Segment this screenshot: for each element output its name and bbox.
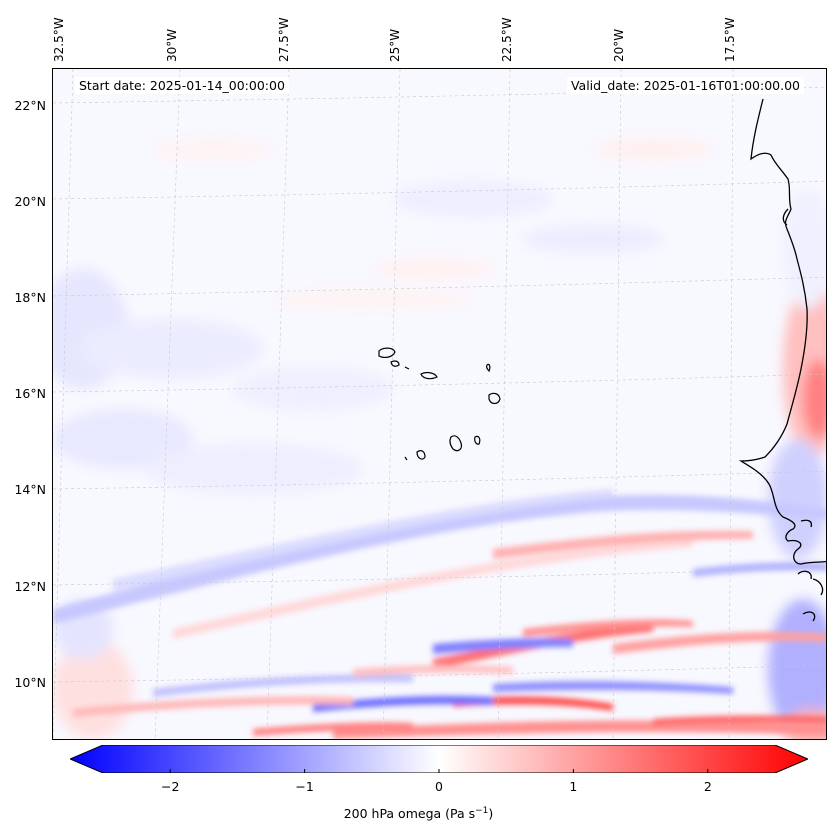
longitude-label: 20°W (612, 28, 626, 62)
latitude-label: 16°N (14, 386, 46, 401)
colorbar-gradient (68, 744, 810, 774)
latitude-label: 22°N (14, 98, 46, 113)
latitude-label: 14°N (14, 482, 46, 497)
valid-date-label: Valid_date: 2025-01-16T01:00:00.00 (566, 77, 804, 94)
map-panel: Start date: 2025-01-14_00:00:00 Valid_da… (52, 68, 827, 740)
latitude-label: 12°N (14, 579, 46, 594)
colorbar-label-prefix: 200 hPa omega (Pa s (343, 806, 476, 822)
colorbar-body (68, 744, 810, 774)
colorbar-tick-label: 2 (703, 779, 712, 794)
graticule (53, 69, 826, 739)
omega-field-map (53, 69, 826, 739)
longitude-label: 25°W (388, 28, 402, 62)
colorbar-tick-label: 1 (569, 779, 578, 794)
colorbar-tick-label: −2 (160, 779, 180, 794)
colorbar-label: 200 hPa omega (Pa s−1) (0, 806, 837, 821)
latitude-label: 10°N (14, 675, 46, 690)
cape-verde-islands (378, 347, 501, 461)
colorbar-label-suffix: ) (488, 806, 494, 822)
longitude-label: 17.5°W (723, 17, 737, 62)
longitude-label: 22.5°W (500, 17, 514, 62)
latitude-label: 20°N (14, 194, 46, 209)
colorbar-tick-label: −1 (295, 779, 314, 794)
omega-bands (53, 489, 826, 739)
longitude-label: 30°W (165, 28, 179, 62)
longitude-label: 32.5°W (52, 17, 66, 62)
colorbar (68, 744, 810, 774)
coastline (738, 98, 826, 622)
colorbar-tick-label: 0 (435, 779, 443, 794)
colorbar-label-exponent: −1 (475, 806, 489, 816)
start-date-label: Start date: 2025-01-14_00:00:00 (75, 77, 289, 94)
latitude-label: 18°N (14, 290, 46, 305)
longitude-label: 27.5°W (277, 17, 291, 62)
